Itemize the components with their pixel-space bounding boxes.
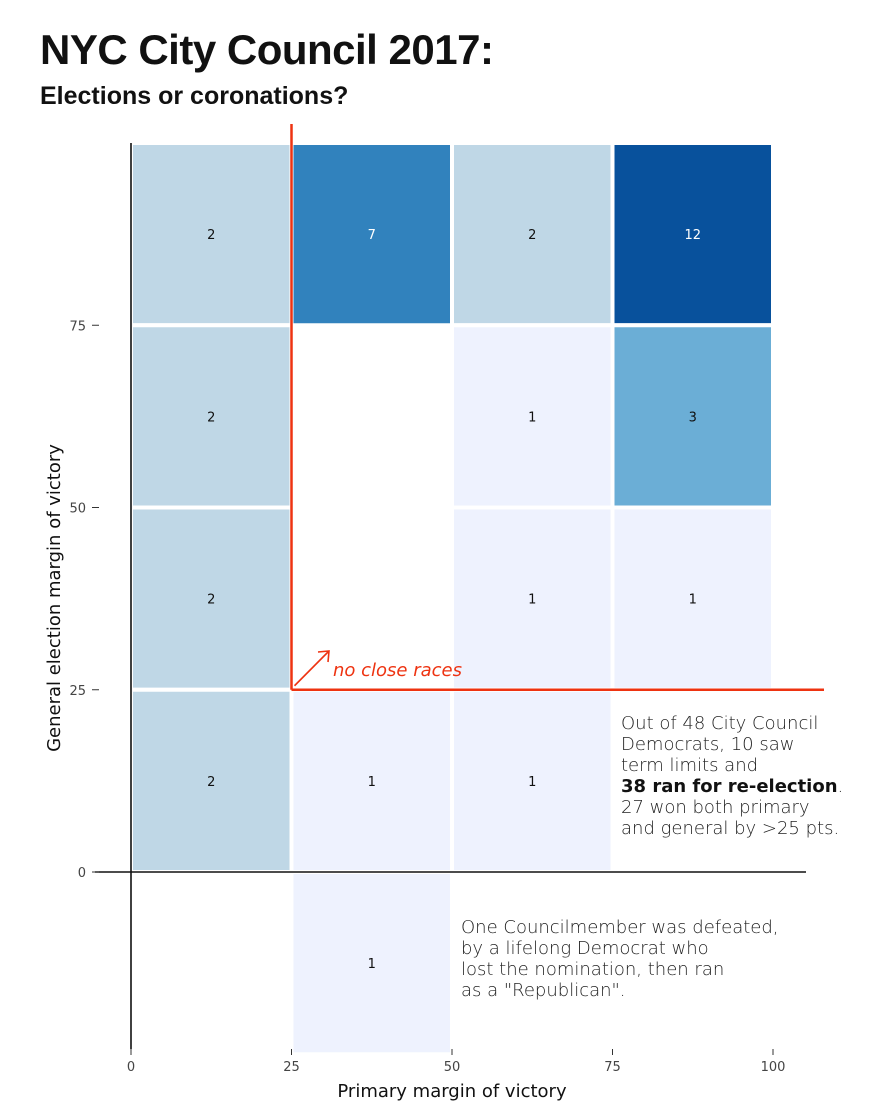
x-tick-label: 0 xyxy=(127,1060,135,1075)
heatmap-cell xyxy=(610,141,775,328)
cell-count-label: 2 xyxy=(207,228,215,243)
cell-count-label: 1 xyxy=(528,410,536,425)
defeat-note: One Councilmember was defeated, by a life… xyxy=(461,917,779,1001)
chart-subtitle: Elections or coronations? xyxy=(40,82,349,110)
note-line: by a lifelong Democrat who xyxy=(461,938,709,959)
cells-layer: 2 7 2 122 1 32 1 12 1 11 xyxy=(129,141,775,1057)
note-line: lost the nomination, then ran xyxy=(461,959,725,980)
cell-count-label: 2 xyxy=(528,228,536,243)
cell-count-label: 1 xyxy=(689,593,697,608)
heatmap-cell xyxy=(450,687,615,874)
note-line: Democrats, 10 saw xyxy=(621,734,795,755)
y-axis-title: General election margin of victory xyxy=(44,444,65,752)
y-tick-label: 0 xyxy=(78,866,86,881)
axes-layer: 0 25 50 75 100 0 25 50 75 xyxy=(69,143,806,1075)
y-tick-label: 50 xyxy=(69,502,86,517)
note-line: term limits and xyxy=(621,755,759,776)
note-line: 38 ran for re-election. xyxy=(621,776,844,797)
cell-count-label: 1 xyxy=(368,957,376,972)
cell-count-label: 2 xyxy=(207,775,215,790)
note-line: as a "Republican". xyxy=(461,980,626,1001)
note-line: Out of 48 City Council xyxy=(621,713,819,734)
cell-count-label: 12 xyxy=(684,228,701,243)
heatmap-cell xyxy=(289,687,454,874)
y-tick-label: 75 xyxy=(69,319,86,334)
x-tick-label: 25 xyxy=(283,1060,300,1075)
arrow-head-icon xyxy=(317,650,330,663)
note-line: One Councilmember was defeated, xyxy=(461,917,779,938)
cell-count-label: 1 xyxy=(528,775,536,790)
chart-title: NYC City Council 2017: xyxy=(40,26,494,73)
heatmap-cell xyxy=(450,141,615,328)
note-emphasis: 38 ran for re-election xyxy=(621,776,838,797)
x-tick-label: 75 xyxy=(604,1060,621,1075)
note-line: 27 won both primary xyxy=(621,797,810,818)
no-close-races-annotation: no close races xyxy=(333,660,463,681)
heatmap-cell xyxy=(129,505,294,692)
x-tick-label: 50 xyxy=(444,1060,461,1075)
cell-count-label: 2 xyxy=(207,410,215,425)
heatmap-cell xyxy=(610,323,775,510)
x-tick-label: 100 xyxy=(761,1060,786,1075)
reelection-note: Out of 48 City Council Democrats, 10 saw t… xyxy=(621,713,843,839)
y-tick-label: 25 xyxy=(69,684,86,699)
cell-count-label: 2 xyxy=(207,593,215,608)
heatmap-cell xyxy=(450,505,615,692)
note-line: and general by >25 pts. xyxy=(621,818,840,839)
heatmap-cell xyxy=(289,870,454,1057)
cell-count-label: 1 xyxy=(528,593,536,608)
cell-count-label: 7 xyxy=(368,228,376,243)
cell-count-label: 1 xyxy=(368,775,376,790)
highlight-layer xyxy=(290,124,824,691)
arrow-icon xyxy=(293,650,330,687)
x-axis-title: Primary margin of victory xyxy=(337,1081,567,1102)
cell-count-label: 3 xyxy=(689,410,697,425)
heatmap-cell xyxy=(610,505,775,692)
